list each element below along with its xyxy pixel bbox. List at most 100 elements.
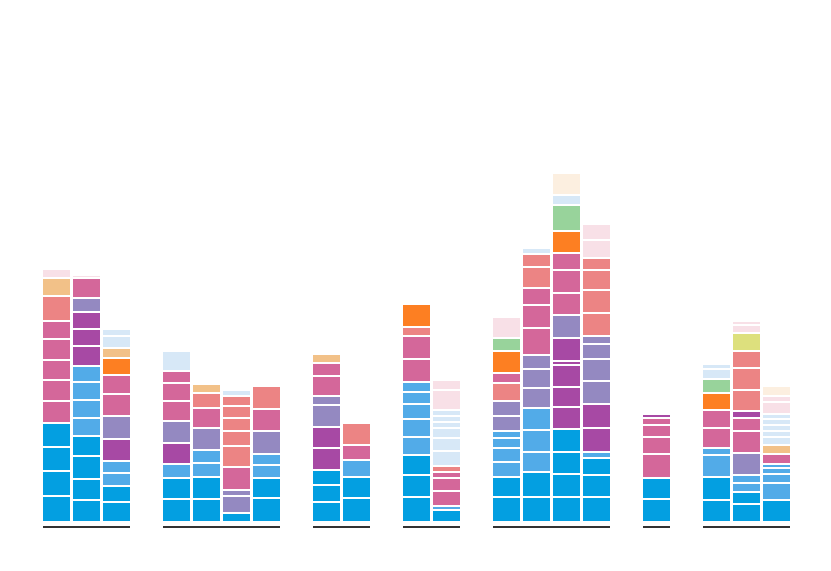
bar-segment-g4-b2-s2 <box>433 507 460 509</box>
bar-g5-b1 <box>493 318 520 521</box>
bar-segment-g1-b3-s3 <box>103 474 130 485</box>
bar-segment-g1-b2-s13 <box>73 279 100 297</box>
bar-segment-g7-b2-s5 <box>733 454 760 474</box>
bar-segment-g4-b2-s13 <box>433 391 460 409</box>
bar-segment-g7-b2-s10 <box>733 369 760 389</box>
bar-segment-g4-b1-s10 <box>403 337 430 358</box>
bar-g7-b1 <box>703 365 730 521</box>
bar-segment-g7-b3-s4 <box>763 469 790 473</box>
bar-segment-g5-b4-s14 <box>583 259 610 269</box>
bar-segment-g3-b1-s4 <box>313 449 340 469</box>
bar-segment-g5-b1-s7 <box>493 417 520 430</box>
bar-segment-g5-b2-s6 <box>523 389 550 407</box>
bar-segment-g5-b3-s13 <box>553 254 580 269</box>
bar-segment-g5-b4-s6 <box>583 405 610 427</box>
bar-segment-g3-b1-s7 <box>313 397 340 404</box>
bar-segment-g2-b3-s2 <box>223 497 250 512</box>
bar-segment-g6-b1-s1 <box>643 500 670 521</box>
bar-segment-g4-b1-s9 <box>403 360 430 381</box>
bar-segment-g1-b2-s9 <box>73 347 100 365</box>
bar-segment-g1-b1-s12 <box>43 270 70 277</box>
bar-segment-g7-b2-s7 <box>733 419 760 430</box>
bar-segment-g2-b3-s10 <box>223 391 250 395</box>
bar-segment-g3-b2-s5 <box>343 424 370 444</box>
bar-segment-g5-b4-s16 <box>583 225 610 239</box>
bar-segment-g1-b2-s3 <box>73 457 100 478</box>
bar-segment-g1-b1-s10 <box>43 297 70 320</box>
bar-segment-g1-b2-s1 <box>73 501 100 521</box>
bar-g7-b3 <box>763 387 790 521</box>
bar-segment-g5-b3-s10 <box>553 316 580 337</box>
bar-segment-g5-b1-s1 <box>493 498 520 521</box>
bar-segment-g7-b1-s7 <box>703 394 730 409</box>
bar-segment-g7-b3-s9 <box>763 432 790 436</box>
bar-g5-b3 <box>553 174 580 521</box>
bar-segment-g5-b1-s9 <box>493 384 520 400</box>
bar-segment-g5-b3-s15 <box>553 206 580 230</box>
bar-segment-g5-b1-s10 <box>493 374 520 382</box>
bar-g1-b3 <box>103 330 130 521</box>
bar-segment-g2-b1-s6 <box>163 402 190 420</box>
bar-segment-g3-b1-s5 <box>313 428 340 447</box>
bar-segment-g7-b3-s7 <box>763 446 790 453</box>
bar-segment-g3-b1-s2 <box>313 486 340 501</box>
bar-segment-g7-b2-s13 <box>733 326 760 332</box>
bar-g3-b2 <box>343 424 370 521</box>
bar-segment-g4-b2-s11 <box>433 417 460 421</box>
bar-segment-g5-b4-s13 <box>583 271 610 289</box>
bar-segment-g2-b2-s8 <box>193 385 220 392</box>
bar-segment-g1-b3-s7 <box>103 395 130 415</box>
bar-segment-g3-b1-s3 <box>313 471 340 484</box>
bar-segment-g5-b1-s13 <box>493 318 520 337</box>
bar-segment-g7-b3-s11 <box>763 420 790 424</box>
bar-segment-g2-b3-s8 <box>223 407 250 417</box>
bar-segment-g5-b2-s2 <box>523 473 550 496</box>
bar-segment-g5-b4-s8 <box>583 360 610 380</box>
bar-segment-g7-b2-s4 <box>733 476 760 482</box>
bars <box>43 174 790 521</box>
bar-segment-g5-b1-s6 <box>493 432 520 437</box>
bar-segment-g5-b3-s2 <box>553 475 580 496</box>
bar-segment-g6-b1-s4 <box>643 438 670 453</box>
bar-segment-g5-b2-s12 <box>523 268 550 287</box>
bar-segment-g1-b1-s4 <box>43 424 70 446</box>
bar-segment-g2-b3-s6 <box>223 432 250 445</box>
bar-g2-b2 <box>193 385 220 521</box>
bar-segment-g3-b1-s6 <box>313 406 340 426</box>
bar-segment-g2-b4-s3 <box>253 466 280 477</box>
bar-segment-g2-b3-s3 <box>223 491 250 495</box>
bar-segment-g4-b1-s11 <box>403 328 430 335</box>
bar-segment-g1-b2-s11 <box>73 313 100 328</box>
bar-segment-g7-b3-s6 <box>763 455 790 463</box>
bar-segment-g5-b2-s7 <box>523 370 550 387</box>
bar-segment-g5-b4-s3 <box>583 459 610 474</box>
bar-segment-g5-b4-s9 <box>583 345 610 358</box>
bar-segment-g2-b4-s4 <box>253 455 280 464</box>
bar-segment-g2-b2-s3 <box>193 464 220 476</box>
bar-segment-g7-b1-s5 <box>703 429 730 447</box>
bar-segment-g2-b3-s4 <box>223 468 250 489</box>
bar-segment-g3-b2-s3 <box>343 461 370 476</box>
bar-segment-g3-b1-s1 <box>313 503 340 521</box>
bar-segment-g5-b3-s11 <box>553 294 580 314</box>
bar-g1-b2 <box>73 276 100 521</box>
bar-segment-g2-b3-s7 <box>223 419 250 430</box>
bar-segment-g5-b2-s10 <box>523 306 550 327</box>
bar-g6-b1 <box>643 415 670 521</box>
bar-segment-g7-b2-s6 <box>733 432 760 452</box>
bar-segment-g7-b2-s11 <box>733 352 760 367</box>
bar-segment-g1-b2-s5 <box>73 419 100 435</box>
bar-segment-g5-b2-s9 <box>523 329 550 354</box>
bar-segment-g5-b2-s14 <box>523 249 550 253</box>
bar-segment-g4-b2-s14 <box>433 381 460 389</box>
bar-segment-g1-b2-s4 <box>73 437 100 455</box>
bar-segment-g7-b3-s15 <box>763 387 790 395</box>
bar-segment-g1-b3-s10 <box>103 349 130 357</box>
bar-segment-g5-b2-s11 <box>523 289 550 304</box>
bar-segment-g5-b4-s12 <box>583 291 610 312</box>
bar-segment-g7-b3-s13 <box>763 403 790 413</box>
bar-segment-g2-b1-s2 <box>163 479 190 498</box>
bar-segment-g4-b2-s10 <box>433 423 460 427</box>
bar-segment-g1-b3-s12 <box>103 330 130 335</box>
bar-segment-g5-b1-s11 <box>493 352 520 372</box>
